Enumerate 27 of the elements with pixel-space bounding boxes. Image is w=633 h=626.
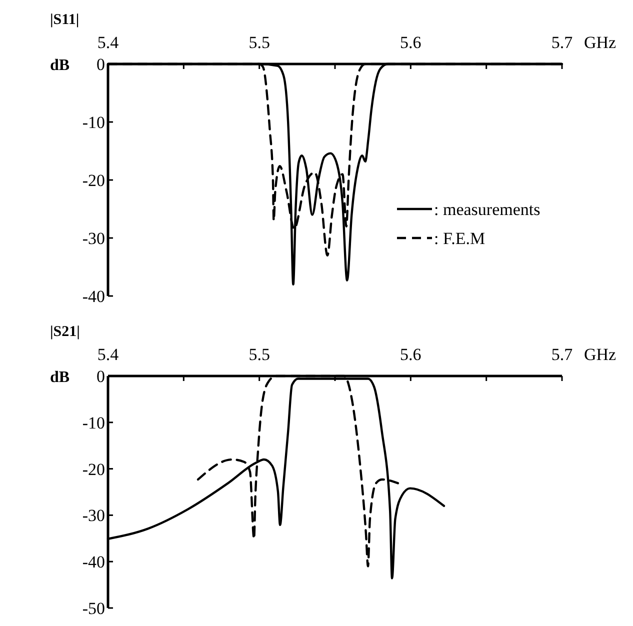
x-tick-label: 5.5 xyxy=(248,345,270,364)
y-tick-label: -10 xyxy=(82,112,105,132)
y-tick-label: -20 xyxy=(82,170,105,190)
y-tick-label: -50 xyxy=(82,598,105,618)
y-tick-label: -30 xyxy=(82,506,105,526)
x-tick-label: 5.7 xyxy=(551,345,574,364)
legend-label: : measurements xyxy=(434,200,540,219)
chart-title: |S11| xyxy=(50,12,80,28)
y-axis-title: dB xyxy=(50,369,70,386)
y-tick-label: -40 xyxy=(82,286,105,306)
x-tick-label: 5.5 xyxy=(248,33,270,52)
x-axis-title: GHz xyxy=(584,345,617,364)
y-tick-label: -20 xyxy=(82,460,105,479)
chart-title: |S21| xyxy=(50,324,80,340)
x-tick-label: 5.4 xyxy=(97,33,120,52)
x-axis-title: GHz xyxy=(584,33,617,52)
x-tick-label: 5.6 xyxy=(400,345,422,364)
y-tick-label: -10 xyxy=(82,413,105,432)
y-axis-title: dB xyxy=(50,57,70,74)
x-tick-label: 5.4 xyxy=(97,345,120,364)
y-tick-label: 0 xyxy=(96,54,105,74)
y-tick-label: -40 xyxy=(82,552,105,572)
x-tick-label: 5.7 xyxy=(551,33,574,52)
x-tick-label: 5.6 xyxy=(400,33,422,52)
y-tick-label: -30 xyxy=(82,228,105,248)
y-tick-label: 0 xyxy=(96,366,105,386)
legend-label: : F.E.M xyxy=(434,228,486,248)
